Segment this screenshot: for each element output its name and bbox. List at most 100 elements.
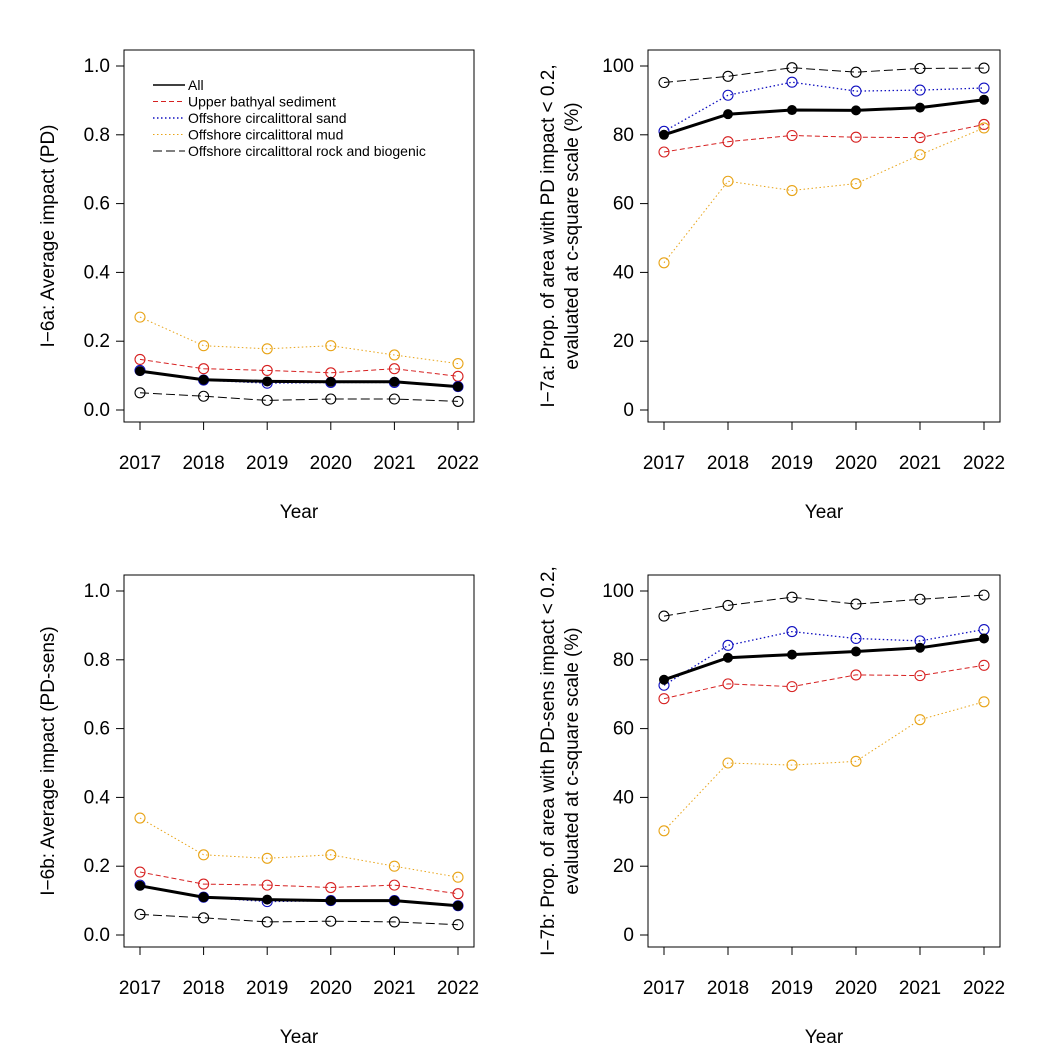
data-point <box>850 755 862 767</box>
data-point <box>787 105 797 116</box>
legend-label: Offshore circalittoral mud <box>188 127 343 143</box>
data-point <box>198 912 210 924</box>
series-line <box>139 913 459 926</box>
data-point <box>658 825 670 837</box>
data-point <box>452 871 464 883</box>
x-tick-label: 2018 <box>707 978 749 999</box>
data-point <box>722 89 734 101</box>
x-tick-label: 2019 <box>771 453 813 474</box>
data-point <box>850 598 862 610</box>
data-point <box>198 390 210 402</box>
x-tick-label: 2020 <box>310 453 352 474</box>
y-tick-label: 80 <box>613 650 634 671</box>
y-tick-label: 60 <box>613 194 634 215</box>
data-point <box>452 358 464 370</box>
series-offshore-circalittoral-rock-and-biogenic <box>134 908 464 931</box>
y-tick-label: 0.8 <box>84 125 110 146</box>
series-line <box>663 127 985 264</box>
y-tick-label: 1.0 <box>84 56 110 77</box>
series-all <box>659 94 989 140</box>
data-point <box>453 900 463 911</box>
plot-frame <box>123 49 475 423</box>
data-point <box>262 894 273 905</box>
series-line <box>139 871 459 895</box>
y-axis-title: I−7b: Prop. of area with PD-sens impact … <box>538 566 559 956</box>
data-point <box>850 669 862 681</box>
data-point <box>850 66 862 78</box>
series-line <box>139 316 459 365</box>
data-point <box>914 62 926 74</box>
data-point <box>135 366 145 377</box>
series-line <box>663 594 985 617</box>
x-tick-label: 2019 <box>771 978 813 999</box>
data-point <box>453 381 463 392</box>
data-point <box>786 681 798 693</box>
data-point <box>135 880 145 891</box>
series-offshore-circalittoral-sand <box>134 879 464 912</box>
series-line <box>663 664 985 700</box>
data-point <box>978 659 990 671</box>
data-point <box>915 642 925 653</box>
data-point <box>851 105 861 116</box>
data-point <box>850 85 862 97</box>
x-tick-label: 2021 <box>373 978 415 999</box>
data-point <box>452 919 464 931</box>
data-point <box>978 623 990 636</box>
data-point <box>388 916 400 928</box>
series-all <box>135 366 463 392</box>
series-line <box>139 817 459 878</box>
data-point <box>786 626 798 638</box>
series-line <box>663 701 985 832</box>
x-tick-label: 2021 <box>373 453 415 474</box>
series-upper-bathyal-sediment <box>658 659 990 705</box>
legend-label: Offshore circalittoral sand <box>188 110 346 126</box>
data-point <box>722 70 734 82</box>
series-line <box>663 98 985 137</box>
series-line <box>663 124 985 153</box>
legend-label: Upper bathyal sediment <box>188 94 336 110</box>
data-point <box>723 109 733 120</box>
data-point <box>198 363 210 375</box>
legend-label: All <box>188 77 204 93</box>
series-all <box>135 880 463 911</box>
data-point <box>261 343 273 355</box>
data-point <box>198 849 210 861</box>
x-tick-label: 2021 <box>899 978 941 999</box>
data-point <box>658 693 670 705</box>
series-upper-bathyal-sediment <box>134 866 464 900</box>
y-tick-label: 40 <box>613 262 634 283</box>
data-point <box>389 895 400 906</box>
y-tick-label: 0.6 <box>84 194 110 215</box>
series-offshore-circalittoral-sand <box>658 623 990 691</box>
data-point <box>851 646 861 657</box>
data-point <box>261 916 273 928</box>
data-point <box>388 860 400 872</box>
series-offshore-circalittoral-rock-and-biogenic <box>658 62 990 89</box>
legend-label: Offshore circalittoral rock and biogenic <box>188 143 426 159</box>
data-point <box>722 639 734 651</box>
series-line <box>139 884 459 908</box>
y-tick-label: 0.8 <box>84 650 110 671</box>
series-line <box>663 81 985 132</box>
data-point <box>978 696 990 708</box>
y-axis-title: I−6b: Average impact (PD-sens) <box>38 626 59 895</box>
y-axis-title: I−6a: Average impact (PD) <box>38 124 59 347</box>
data-point <box>658 76 670 89</box>
data-point <box>978 122 990 134</box>
series-offshore-circalittoral-mud <box>658 696 990 837</box>
data-point <box>325 393 337 405</box>
data-point <box>388 363 400 375</box>
series-line <box>139 358 459 377</box>
data-point <box>722 678 734 690</box>
data-point <box>262 376 273 387</box>
data-point <box>723 652 733 663</box>
data-point <box>914 593 926 605</box>
series-offshore-circalittoral-rock-and-biogenic <box>134 387 464 407</box>
x-tick-label: 2022 <box>963 978 1005 999</box>
data-point <box>786 591 798 603</box>
series-line <box>663 637 985 682</box>
data-point <box>979 633 989 644</box>
data-point <box>914 670 926 682</box>
data-point <box>134 353 146 365</box>
